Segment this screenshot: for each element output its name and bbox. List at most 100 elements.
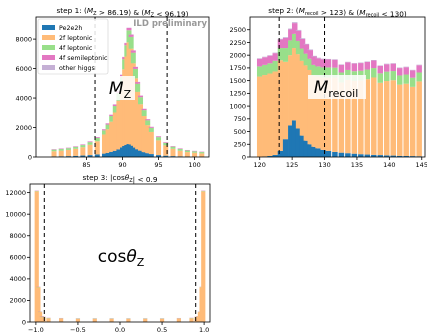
bar-2f-leptonic	[267, 73, 273, 156]
bar-4f-leptonic	[199, 152, 205, 154]
bar-2f-leptonic	[170, 148, 176, 157]
x-tick-label: −1.0	[28, 326, 44, 334]
y-tick-label: 1250	[229, 90, 246, 98]
bar-2f-leptonic	[332, 77, 338, 152]
bar-4f-leptonic	[109, 116, 115, 122]
bar-4f-semileptonic	[384, 64, 390, 72]
bar-pe2e2h	[396, 155, 403, 157]
bar-pe2e2h	[390, 155, 396, 157]
y-tick-label: 1500	[229, 77, 246, 85]
bar-4f-leptonic	[94, 137, 100, 142]
panel-title: step 2: (Mrecoil > 123) & (Mrecoil < 130…	[268, 6, 407, 19]
bar-pe2e2h	[338, 152, 345, 157]
bar-other-higgs	[303, 43, 310, 45]
bar-2f-leptonic	[291, 48, 298, 121]
bar-4f-leptonic	[141, 110, 147, 117]
bar-4f-semileptonic	[315, 58, 321, 67]
axes-frame	[249, 16, 426, 158]
bar-4f-semileptonic	[130, 50, 136, 53]
bar-pe2e2h	[320, 149, 326, 157]
bar-pe2e2h	[409, 156, 416, 157]
y-tick-label: 8000	[9, 232, 26, 240]
bar-other-higgs	[282, 37, 289, 38]
bar-4f-leptonic	[138, 97, 144, 105]
bar-pe2e2h	[282, 139, 289, 157]
bars	[34, 190, 206, 322]
y-tick-label: 2250	[229, 39, 246, 47]
bar-2f-leptonic	[135, 91, 141, 150]
bar-pe2e2h	[351, 153, 358, 157]
bar-4f-leptonic	[409, 77, 416, 87]
bar-other-higgs	[295, 29, 302, 31]
bar-4f-leptonic	[377, 73, 384, 83]
x-tick-label: −0.5	[70, 326, 86, 334]
bar-2f-leptonic	[163, 145, 169, 156]
legend-swatch	[42, 65, 55, 70]
bar-pe2e2h	[138, 150, 144, 157]
bar-4f-leptonic	[311, 64, 317, 76]
bar-other-higgs	[267, 55, 273, 56]
bar-4f-semileptonic	[128, 34, 134, 37]
bars	[256, 22, 422, 157]
bar-2f-leptonic	[59, 318, 64, 322]
bar-pe2e2h	[303, 140, 310, 157]
bar-2f-leptonic	[358, 80, 364, 155]
bar-2f-leptonic	[46, 318, 51, 322]
bar-pe2e2h	[291, 120, 298, 157]
bar-4f-leptonic	[256, 66, 263, 77]
bar-2f-leptonic	[112, 112, 118, 151]
bar-other-higgs	[320, 58, 326, 60]
bar-4f-leptonic	[291, 33, 298, 49]
y-tick-label: 0	[242, 153, 246, 161]
bar-pe2e2h	[112, 150, 118, 157]
bar-2f-leptonic	[145, 125, 151, 154]
bar-2f-leptonic	[141, 116, 147, 153]
bar-2f-leptonic	[403, 83, 409, 156]
y-tick-label: 750	[234, 115, 246, 123]
bar-2f-leptonic	[396, 84, 403, 156]
bar-2f-leptonic	[371, 77, 377, 155]
bar-pe2e2h	[364, 154, 371, 157]
y-tick-label: 6000	[9, 254, 26, 262]
x-tick-label: 0.5	[157, 326, 167, 334]
bar-4f-leptonic	[156, 137, 162, 141]
big-label-mrecoil: Mrecoil	[314, 78, 359, 100]
bar-4f-semileptonic	[170, 146, 176, 147]
bar-other-higgs	[403, 66, 409, 68]
bar-4f-semileptonic	[377, 65, 384, 74]
bar-other-higgs	[299, 38, 306, 39]
bar-2f-leptonic	[126, 318, 131, 322]
big-label-costheta: cosθZ	[98, 247, 145, 269]
x-tick-label: 135	[351, 161, 363, 169]
bar-other-higgs	[409, 69, 416, 71]
legend-label: 4f leptonic	[59, 45, 93, 52]
bar-4f-semileptonic	[109, 114, 115, 117]
y-tick-label: 8000	[15, 35, 32, 43]
bar-2f-leptonic	[156, 140, 162, 156]
bar-4f-leptonic	[282, 48, 289, 62]
bar-4f-semileptonic	[145, 119, 151, 121]
bar-2f-leptonic	[189, 318, 194, 322]
y-tick-label: 2000	[9, 297, 26, 305]
bar-4f-semileptonic	[267, 55, 273, 64]
bar-4f-leptonic	[396, 75, 403, 85]
bar-4f-semileptonic	[358, 63, 364, 71]
bar-2f-leptonic	[41, 317, 46, 322]
legend-label: 2f leptonic	[59, 35, 93, 42]
big-label-box	[308, 75, 366, 99]
bar-2f-leptonic	[277, 60, 284, 151]
bar-2f-leptonic	[282, 61, 289, 140]
y-tick-label: 1000	[229, 102, 246, 110]
bar-other-higgs	[277, 38, 284, 40]
bar-other-higgs	[262, 56, 268, 58]
bar-4f-semileptonic	[351, 63, 358, 72]
bar-2f-leptonic	[51, 151, 57, 157]
bar-2f-leptonic	[295, 54, 302, 129]
panel-title: step 3: |cosθZ| < 0.9	[83, 173, 158, 184]
bar-4f-leptonic	[403, 74, 409, 84]
bar-2f-leptonic	[338, 82, 345, 153]
bar-pe2e2h	[299, 135, 306, 157]
legend-swatch	[42, 45, 55, 50]
y-tick-label: 1750	[229, 64, 246, 72]
bar-other-higgs	[272, 52, 279, 54]
